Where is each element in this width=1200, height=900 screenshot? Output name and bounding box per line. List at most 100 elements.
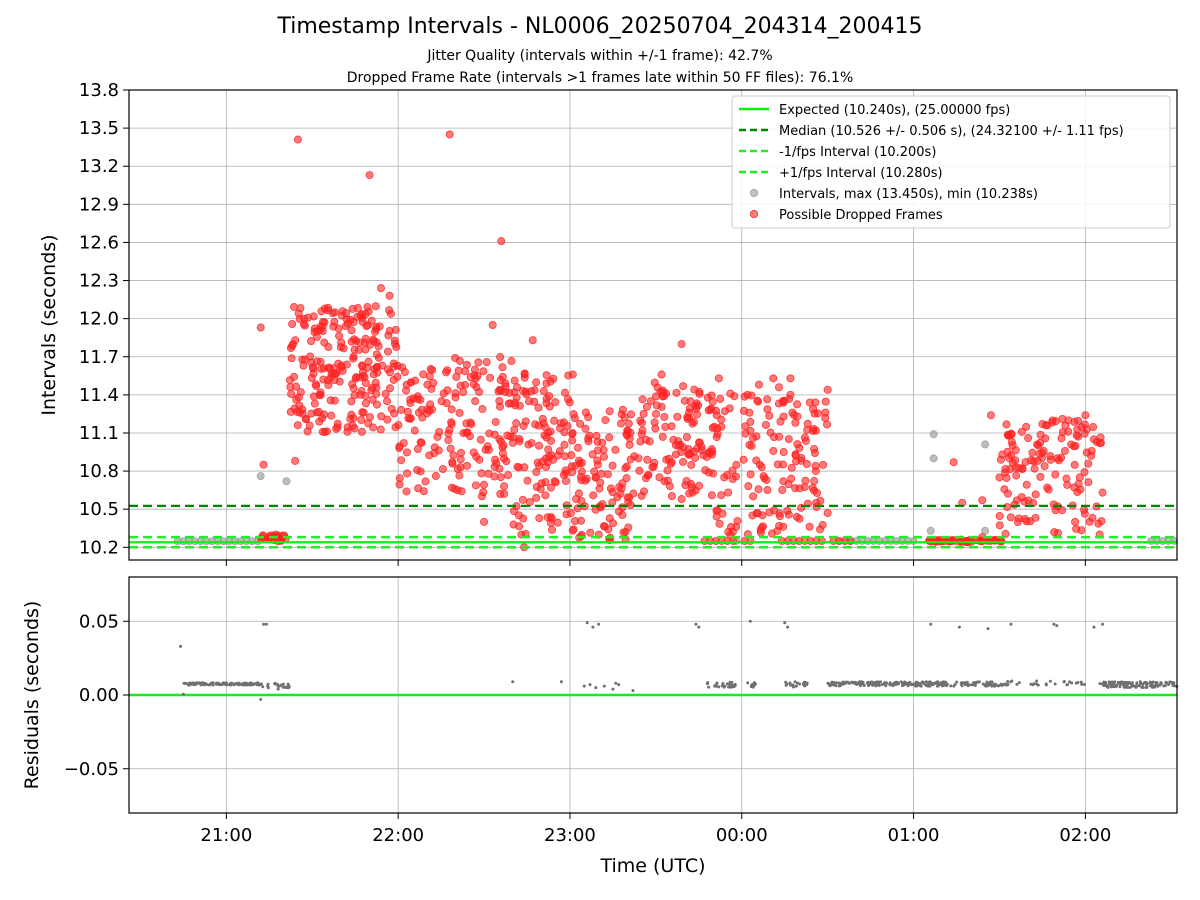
dropped-frame-point [402,487,411,496]
bottom-panel-ticks: −0.05 0.00 0.05 21:00 22:00 23:00 00:00 01:00 02… [64,611,1111,846]
dropped-frame-point [456,463,465,472]
dropped-frame-point [679,382,688,391]
dropped-frame-point [545,392,554,401]
chart-subtitle-jitter: Jitter Quality (intervals within +/-1 fr… [427,48,773,64]
residual-point [853,681,857,685]
dropped-frame-point [549,455,558,464]
dropped-frame-point [773,526,782,535]
residual-point [1124,681,1128,685]
dropped-frame-point [504,471,513,480]
legend-entry-label: Possible Dropped Frames [779,208,943,223]
dropped-frame-point [1031,490,1040,499]
dropped-frame-point [774,383,783,392]
residual-point [959,681,963,685]
dropped-frame-point [667,422,676,431]
dropped-frame-point [636,437,645,446]
residual-point [283,685,287,689]
dropped-frame-point [1038,420,1047,429]
dropped-frame-point [595,484,604,493]
dropped-frame-point [296,304,305,313]
dropped-frame-point [507,357,516,366]
dropped-frame-point [746,470,755,479]
dropped-frame-point [652,409,661,418]
residual-point [1165,681,1169,685]
dropped-frame-point [1070,460,1079,469]
dropped-frame-point [739,455,748,464]
dropped-frame-point [728,466,737,475]
dropped-frame-point [568,468,577,477]
dropped-frame-point [586,528,595,537]
dropped-frame-point [1084,478,1093,487]
residual-point [1130,681,1134,685]
dropped-frame-point [479,480,488,489]
dropped-frame-point [361,379,370,388]
dropped-frame-point [520,373,529,382]
dropped-frame-point [573,443,582,452]
dropped-frame-point [681,481,690,490]
dropped-frame-point [455,471,464,480]
legend-marker [750,188,759,197]
residual-point [1109,685,1113,689]
dropped-frame-point [525,397,534,406]
dropped-frame-point [496,353,505,362]
dropped-frame-point [539,387,548,396]
dropped-frame-point [498,372,507,381]
dropped-frame-point [713,430,722,439]
dropped-frame-point [567,451,576,460]
dropped-frame-point [372,400,381,409]
dropped-frame-point [400,368,409,377]
dropped-frame-point [1080,468,1089,477]
top-y-tick-label: 12.3 [79,271,119,292]
dropped-frame-point [749,492,758,501]
dropped-frame-point [385,368,394,377]
dropped-frame-point [949,458,958,467]
dropped-frame-point [443,366,452,375]
dropped-frame-point [496,473,505,482]
dropped-frame-point [1018,464,1027,473]
residual-point [786,625,790,629]
residual-point [988,680,992,684]
dropped-frame-point [492,459,501,468]
residual-point [236,681,240,685]
dropped-frame-point [810,486,819,495]
dropped-frame-point [717,422,726,431]
dropped-frame-point [1003,503,1012,512]
dropped-frame-point [315,417,324,426]
dropped-frame-point [371,302,380,311]
residual-point [279,683,283,687]
dropped-frame-point [497,237,506,246]
legend-entry-label: Intervals, max (13.450s), min (10.238s) [779,187,1038,202]
interval-point [256,472,265,481]
dropped-frame-point [823,385,832,394]
dropped-frame-point [571,516,580,525]
residual-point [729,685,733,689]
dropped-frame-point [502,457,511,466]
dropped-frame-point [677,495,686,504]
top-panel-frame [128,89,1178,561]
dropped-frame-point [474,358,483,367]
dropped-frame-point [368,383,377,392]
dropped-frame-point [1081,411,1090,420]
dropped-frame-point [779,522,788,531]
dropped-frame-point [551,398,560,407]
dropped-frame-point [770,506,779,515]
x-tick-label: 00:00 [716,825,768,846]
dropped-frame-point [641,474,650,483]
residual-point [1098,682,1102,686]
dropped-frame-point [536,484,545,493]
dropped-frame-point [463,428,472,437]
dropped-frame-point [488,320,497,329]
dropped-frame-point [498,449,507,458]
dropped-frame-point [818,521,827,530]
dropped-frame-point [787,463,796,472]
dropped-frame-point [813,409,822,418]
dropped-frame-point [1037,454,1046,463]
dropped-frame-point [746,536,755,545]
dropped-frame-point [445,130,454,139]
dropped-frame-point [1071,517,1080,526]
dropped-frame-point [367,316,376,325]
dropped-frame-point [733,516,742,525]
dropped-frame-point [663,476,672,485]
residual-point [918,682,922,686]
dropped-frame-point [443,386,452,395]
